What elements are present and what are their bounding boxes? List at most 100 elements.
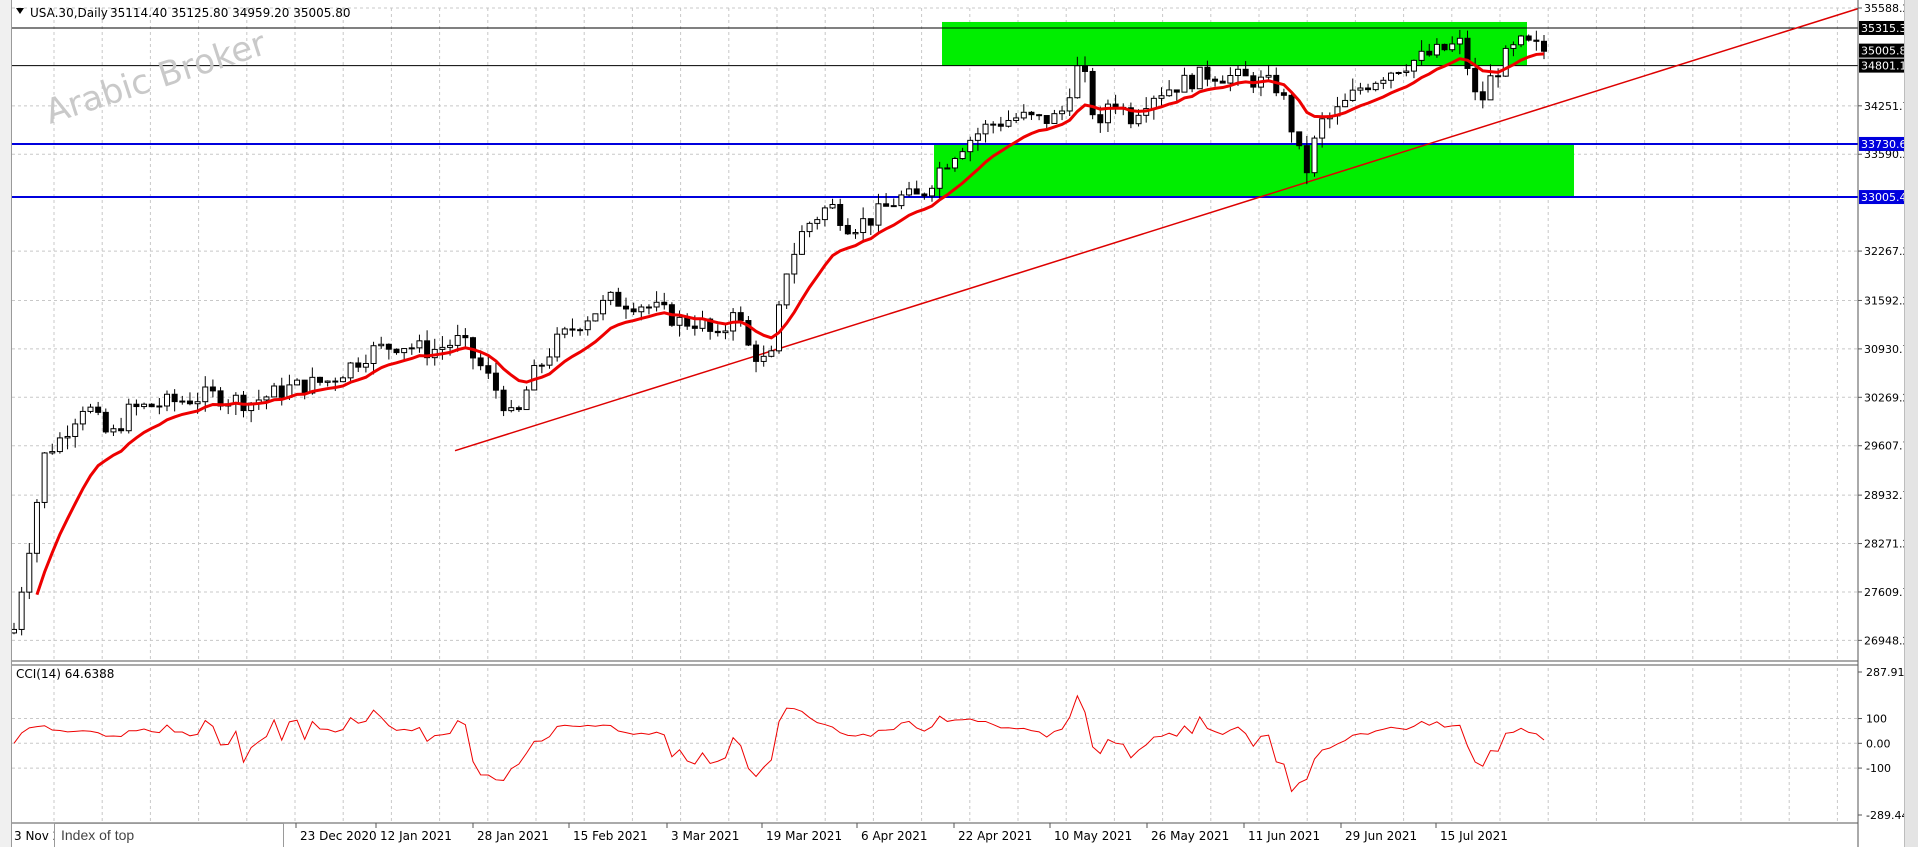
chart-background: [12, 0, 1904, 847]
candle-bull: [1005, 119, 1012, 127]
candle-bull: [1166, 89, 1173, 97]
candle-bull: [156, 405, 163, 408]
candle-bull: [1051, 113, 1058, 124]
candle-bull: [929, 187, 935, 197]
candle-bull: [1518, 35, 1525, 46]
candle-bull: [1066, 97, 1073, 112]
candle-bear: [921, 193, 928, 197]
candle-bull: [263, 396, 270, 401]
time-label: 11 Jun 2021: [1248, 829, 1320, 843]
candle-bull: [1074, 65, 1081, 99]
candle-bull: [538, 364, 545, 367]
candle-bull: [974, 133, 981, 141]
price-tag-support-low-bg: [1859, 190, 1905, 205]
candle-bear: [1043, 115, 1050, 124]
candle-bull: [294, 379, 301, 386]
candle-bull: [982, 123, 989, 135]
candle-bear: [1365, 87, 1372, 91]
cci-grid: [12, 668, 1858, 822]
candle-bull: [1020, 111, 1027, 119]
candle-bear: [623, 305, 629, 310]
price-tick-label: 27609.70: [1864, 586, 1917, 599]
time-label: 19 Mar 2021: [766, 829, 842, 843]
candle-bull: [1059, 110, 1066, 115]
time-axis: 3 Nov 2 23 Dec 2020 12 Jan 2021 28 Jan 2021…: [9, 823, 1508, 843]
candle-bull: [546, 356, 553, 366]
candle-bull: [959, 151, 966, 160]
symbol-label: USA.30,Daily: [30, 6, 108, 20]
cci-line: [13, 694, 1545, 793]
candle-bull: [944, 167, 951, 170]
candle-bear: [737, 312, 744, 322]
candle-bear: [424, 340, 431, 359]
candle-bear: [485, 365, 492, 374]
candle-bull: [898, 194, 905, 207]
candle-bear: [1495, 75, 1502, 78]
horizontal-lines: [12, 27, 1858, 199]
candle-bear: [462, 335, 469, 339]
candle-bear: [95, 406, 102, 413]
price-tag-current-bg: [1859, 43, 1905, 58]
candle-bull: [1433, 43, 1440, 56]
time-label: 23 Dec 2020: [300, 829, 377, 843]
candle-bear: [1479, 91, 1486, 101]
candle-bull: [324, 380, 331, 383]
price-tags: 35315.32 35005.80 34801.16 33730.61 33005.40: [1859, 20, 1914, 205]
candle-bear: [492, 372, 499, 391]
candle-bull: [1135, 114, 1142, 125]
price-tag-mid-bg: [1859, 58, 1905, 73]
triangle-down-icon[interactable]: [16, 8, 24, 14]
candle-bear: [1280, 92, 1287, 96]
candle-bull: [370, 345, 377, 364]
candle-bear: [745, 320, 752, 346]
candle-bull: [990, 123, 997, 126]
candle-bull: [125, 403, 132, 432]
candle-bull: [141, 403, 148, 408]
candle-bull: [339, 377, 346, 383]
candle-bull: [1388, 72, 1394, 81]
time-label: 3 Mar 2021: [671, 829, 739, 843]
candle-bull: [408, 347, 415, 350]
candle-bear: [630, 308, 637, 313]
vertical-scrollbar[interactable]: [1904, 0, 1918, 847]
candle-bear: [913, 188, 920, 195]
candle-bear: [1472, 67, 1479, 93]
candle-bull: [577, 329, 584, 332]
candle-bull: [821, 207, 828, 221]
price-tag-current: 35005.80: [1861, 45, 1914, 58]
candle-bull: [1510, 44, 1517, 49]
candle-bear: [1189, 74, 1196, 90]
candle-bull: [454, 335, 461, 346]
index-tab[interactable]: Index of top: [54, 823, 284, 847]
candle-bull: [523, 389, 530, 411]
candle-bull: [607, 291, 614, 301]
time-label: 6 Apr 2021: [861, 829, 928, 843]
candle-bear: [1296, 131, 1303, 147]
index-tab-label: Index of top: [61, 827, 135, 843]
candle-bull: [791, 253, 798, 275]
candle-bull: [951, 158, 958, 169]
time-label: 29 Jun 2021: [1345, 829, 1417, 843]
candle-bull: [179, 400, 186, 403]
candle-bear: [1127, 107, 1134, 125]
candle-bull: [378, 343, 385, 347]
price-tick-label: 34251.70: [1864, 100, 1917, 113]
price-axis: 35588.20 34251.70 33590.20 32267.20 31592.20…: [1858, 2, 1917, 647]
candle-bear: [1028, 111, 1035, 116]
candle-bull: [1502, 47, 1509, 77]
candle-bear: [1426, 50, 1433, 56]
candle-bull: [1380, 79, 1387, 84]
candle-bear: [1541, 40, 1547, 52]
time-label: 10 May 2021: [1054, 829, 1132, 843]
candle-bear: [477, 357, 484, 367]
candle-bull: [194, 401, 201, 405]
candle-bull: [554, 333, 561, 358]
candle-bear: [1303, 145, 1310, 174]
candle-bull: [1158, 95, 1165, 99]
candle-bull: [41, 452, 48, 503]
candle-bull: [722, 330, 729, 334]
candle-bull: [508, 407, 515, 412]
candle-bull: [33, 501, 40, 554]
candle-bull: [584, 320, 591, 331]
